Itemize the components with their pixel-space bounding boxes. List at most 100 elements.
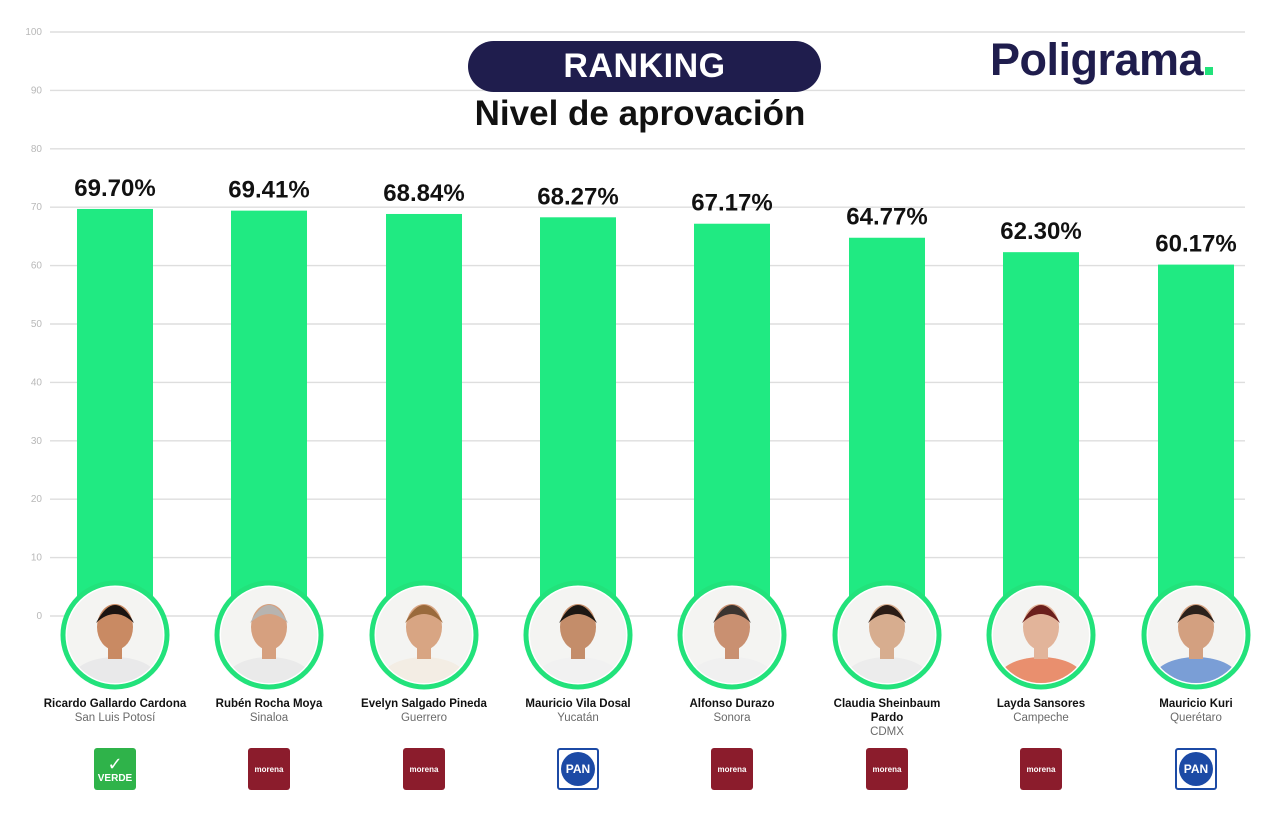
candidate-state: Yucatán (557, 712, 599, 724)
photo-shirt (843, 657, 931, 683)
bar (1003, 252, 1079, 616)
candidate-label: Alfonso Durazo Sonora (647, 697, 817, 726)
candidate-label: Mauricio Vila Dosal Yucatán (493, 697, 663, 726)
bar (231, 210, 307, 616)
candidate-label: Layda Sansores Campeche (956, 697, 1126, 726)
checkmark-icon: ✓ (107, 753, 123, 774)
candidate-photo (1141, 580, 1251, 690)
candidate-photo (832, 580, 942, 690)
bar (540, 217, 616, 616)
photo-shirt (225, 657, 313, 683)
chart-subtitle: Nivel de aprovación (474, 94, 806, 133)
candidate-label: Mauricio Kuri Querétaro (1111, 697, 1280, 726)
candidate-name: Alfonso Durazo (689, 698, 775, 710)
party-logo-morena: morena (866, 748, 908, 790)
y-tick-label: 80 (31, 144, 43, 155)
candidate-label: Rubén Rocha Moya Sinaloa (184, 697, 354, 726)
photo-hair (1177, 605, 1215, 623)
photo-hair (559, 605, 597, 623)
candidate-state: Guerrero (400, 712, 448, 724)
data-label: 68.27% (537, 183, 618, 210)
bar (386, 213, 462, 616)
candidate-photo (677, 580, 787, 690)
y-tick-label: 70 (31, 202, 43, 213)
photo-shirt (380, 657, 468, 683)
data-label: 67.17% (691, 190, 772, 217)
data-label: 68.84% (383, 180, 464, 207)
party-logo-text: morena (717, 764, 747, 774)
party-logo-text: morena (1026, 764, 1056, 774)
party-logo-morena: morena (403, 748, 445, 790)
party-logo-text: PAN (1183, 762, 1209, 776)
brand-name: Poligrama (990, 34, 1204, 85)
candidate-state: Campeche (1013, 712, 1069, 724)
candidate-label: Claudia Sheinbaum Pardo CDMX (802, 697, 972, 740)
photo-hair (405, 605, 443, 623)
candidate-name: Rubén Rocha Moya (215, 698, 323, 710)
candidate-state: Sonora (713, 712, 751, 724)
party-logo-pan: PAN (1175, 748, 1217, 790)
data-label: 60.17% (1155, 231, 1236, 258)
photo-hair (713, 605, 751, 623)
ranking-title: RANKING (468, 41, 821, 92)
party-logo-verde: ✓ VERDE (94, 748, 136, 790)
y-tick-label: 0 (36, 611, 42, 622)
candidate-state: Querétaro (1170, 712, 1222, 724)
party-logo-text: morena (254, 764, 284, 774)
candidate-photo (214, 580, 324, 690)
candidate-label: Ricardo Gallardo Cardona San Luis Potosí (30, 697, 200, 726)
party-logo-pan: PAN (557, 748, 599, 790)
photo-shirt (71, 657, 159, 683)
party-logo-morena: morena (1020, 748, 1062, 790)
candidate-state: Sinaloa (249, 712, 289, 724)
party-logo-text: VERDE (97, 772, 133, 784)
photo-shirt (997, 657, 1085, 683)
photo-hair (250, 605, 288, 623)
photo-hair (868, 605, 906, 623)
y-tick-label: 20 (31, 494, 43, 505)
photo-hair (96, 605, 134, 623)
y-tick-label: 30 (31, 436, 43, 447)
brand-logo: Poligrama (990, 34, 1214, 86)
pan-circle-icon: PAN (561, 752, 595, 786)
candidate-name: Mauricio Kuri (1159, 698, 1233, 710)
party-logo-morena: morena (711, 748, 753, 790)
candidate-photo (986, 580, 1096, 690)
candidate-name: Layda Sansores (996, 698, 1086, 710)
y-tick-label: 40 (31, 377, 43, 388)
party-logo-text: morena (872, 764, 902, 774)
y-tick-label: 100 (25, 27, 42, 38)
bar (694, 223, 770, 616)
candidate-state: CDMX (870, 726, 904, 738)
photo-shirt (688, 657, 776, 683)
bar (1158, 264, 1234, 616)
candidate-photo (369, 580, 479, 690)
y-tick-label: 90 (31, 85, 43, 96)
brand-dot-icon (1205, 67, 1214, 75)
data-label: 69.70% (74, 175, 155, 202)
party-logo-morena: morena (248, 748, 290, 790)
bar (77, 208, 153, 616)
candidate-name: Ricardo Gallardo Cardona (43, 698, 187, 710)
candidate-name: Claudia Sheinbaum Pardo (833, 698, 941, 724)
candidate-photo (523, 580, 633, 690)
y-tick-label: 50 (31, 319, 43, 330)
photo-shirt (534, 657, 622, 683)
party-logo-text: PAN (565, 762, 591, 776)
candidate-state: San Luis Potosí (74, 712, 156, 724)
data-label: 62.30% (1000, 218, 1081, 245)
y-tick-label: 60 (31, 261, 43, 272)
photo-shirt (1152, 657, 1240, 683)
candidate-name: Mauricio Vila Dosal (525, 698, 631, 710)
candidate-label: Evelyn Salgado Pineda Guerrero (339, 697, 509, 726)
pan-circle-icon: PAN (1179, 752, 1213, 786)
party-logo-text: morena (409, 764, 439, 774)
bar (849, 237, 925, 616)
candidate-name: Evelyn Salgado Pineda (361, 698, 487, 710)
photo-hair (1022, 605, 1060, 623)
candidate-photo (60, 580, 170, 690)
data-label: 64.77% (846, 204, 927, 231)
data-label: 69.41% (228, 177, 309, 204)
